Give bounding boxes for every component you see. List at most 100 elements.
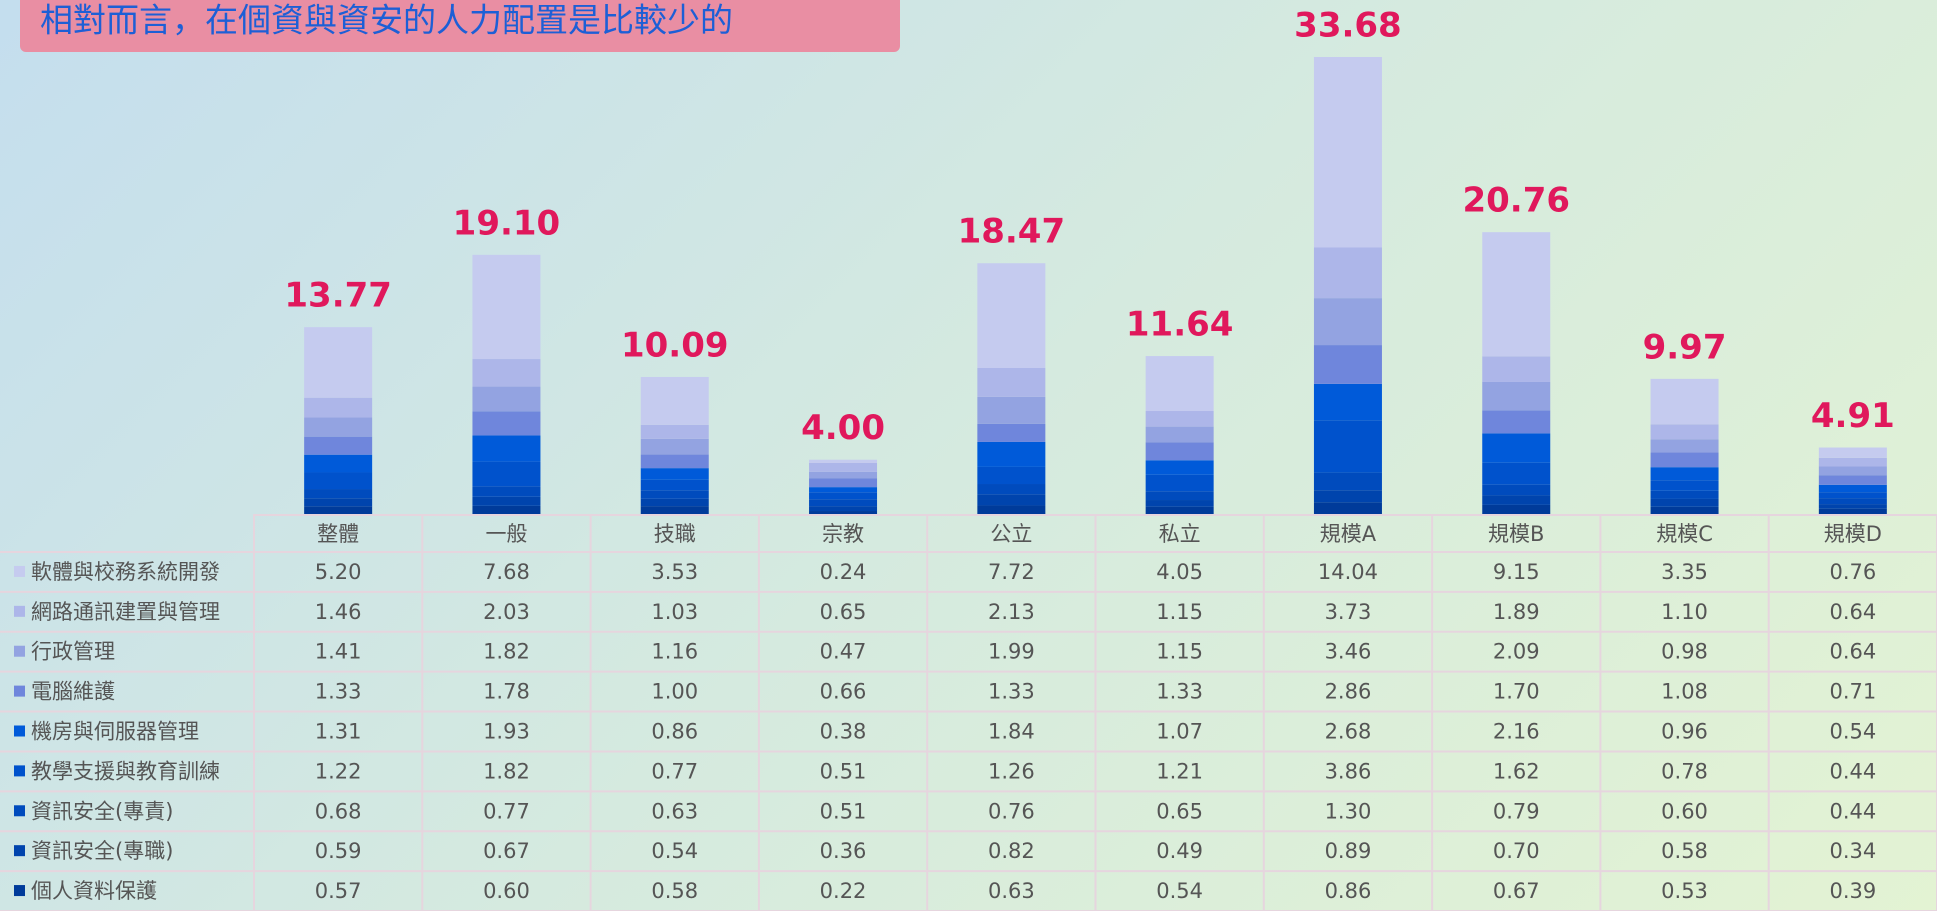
bar-segment (472, 386, 541, 412)
table-cell: 0.34 (1829, 839, 1876, 863)
total-label: 13.77 (284, 276, 392, 316)
table-cell: 2.68 (1325, 720, 1372, 744)
bar-segment (1313, 298, 1382, 346)
bar-segment (977, 263, 1046, 368)
table-cell: 0.39 (1829, 879, 1876, 903)
category-label: 規模B (1488, 522, 1544, 546)
table-cell: 1.62 (1493, 759, 1540, 783)
bar-segment (1313, 490, 1382, 503)
table-cell: 0.38 (820, 720, 867, 744)
bar-segment (1145, 491, 1214, 501)
table-cell: 1.70 (1493, 680, 1540, 704)
table-cell: 0.98 (1661, 640, 1708, 664)
bar-segment (1650, 424, 1719, 440)
bar-segment (472, 486, 541, 497)
bar-segment (1313, 472, 1382, 491)
bar-segment (977, 494, 1046, 506)
table-cell: 2.16 (1493, 720, 1540, 744)
table-cell: 0.51 (820, 759, 867, 783)
total-label: 11.64 (1126, 305, 1234, 345)
table-cell: 0.86 (651, 720, 698, 744)
legend-swatch (14, 885, 25, 897)
table-cell: 0.58 (651, 879, 698, 903)
table-cell: 0.67 (1493, 879, 1540, 903)
chart-title: 相對而言，在個資與資安的人力配置是比較少的 (40, 1, 733, 40)
bar-segment (1818, 492, 1887, 499)
table-cell: 0.76 (988, 799, 1035, 823)
table-cell: 1.30 (1325, 799, 1372, 823)
legend-swatch (14, 605, 25, 617)
bar-segment (1145, 426, 1214, 443)
legend-swatch (14, 845, 25, 857)
bar-segment (1482, 410, 1551, 434)
bar-segment (304, 489, 373, 499)
legend-swatch (14, 645, 25, 657)
category-label: 規模A (1320, 522, 1377, 546)
table-cell: 0.79 (1493, 799, 1540, 823)
bar-segment (1482, 484, 1551, 496)
bar-segment (304, 472, 373, 490)
legend-label: 軟體與校務系統開發 (31, 560, 220, 584)
bar-segment (1482, 495, 1551, 505)
legend-label: 機房與伺服器管理 (31, 720, 199, 744)
table-cell: 0.89 (1325, 839, 1372, 863)
table-cell: 0.86 (1325, 879, 1372, 903)
category-label: 整體 (317, 522, 359, 546)
bar-segment (1818, 504, 1887, 509)
bar-segment (304, 498, 373, 507)
table-cell: 1.21 (1156, 759, 1203, 783)
table-cell: 0.76 (1829, 560, 1876, 584)
table-cell: 1.10 (1661, 600, 1708, 624)
bar-segment (1650, 480, 1719, 491)
table-cell: 0.77 (651, 759, 698, 783)
bar-segment (472, 359, 541, 387)
bar-segment (809, 459, 878, 463)
bar-segment (640, 506, 709, 514)
table-cell: 0.24 (820, 560, 867, 584)
table-cell: 0.57 (315, 879, 362, 903)
bar-segment (1650, 498, 1719, 507)
category-label: 私立 (1159, 522, 1201, 546)
table-cell: 2.13 (988, 600, 1035, 624)
title-box (20, 0, 900, 52)
bar-segment (977, 484, 1046, 495)
bar-segment (1818, 508, 1887, 514)
bar-segment (472, 496, 541, 506)
bar-segment (472, 254, 541, 360)
bar-segment (1818, 457, 1887, 467)
table-cell: 1.03 (651, 600, 698, 624)
table-cell: 4.05 (1156, 560, 1203, 584)
bar-segment (809, 471, 878, 479)
table-cell: 0.60 (1661, 799, 1708, 823)
table-cell: 1.82 (483, 640, 530, 664)
table-cell: 1.31 (315, 720, 362, 744)
bar-segment (1650, 439, 1719, 453)
bar-segment (1145, 411, 1214, 427)
bar-segment (1482, 504, 1551, 514)
table-cell: 2.03 (483, 600, 530, 624)
table-cell: 1.07 (1156, 720, 1203, 744)
bar-segment (1818, 475, 1887, 485)
table-cell: 1.15 (1156, 600, 1203, 624)
table-cell: 1.78 (483, 680, 530, 704)
bar-segment (809, 506, 878, 512)
total-label: 19.10 (453, 203, 561, 243)
table-cell: 0.59 (315, 839, 362, 863)
table-cell: 1.26 (988, 759, 1035, 783)
category-label: 規模C (1656, 522, 1713, 546)
table-cell: 0.54 (651, 839, 698, 863)
legend-swatch (14, 725, 25, 737)
total-label: 10.09 (621, 325, 729, 365)
bar-segment (304, 454, 373, 473)
table-cell: 0.22 (820, 879, 867, 903)
table-cell: 5.20 (315, 560, 362, 584)
table-cell: 0.44 (1829, 759, 1876, 783)
bar-segment (304, 397, 373, 418)
bar-segment (304, 327, 373, 398)
legend-label: 網路通訊建置與管理 (31, 600, 220, 624)
legend-label: 個人資料保護 (31, 879, 157, 903)
bar-segment (640, 498, 709, 507)
table-cell: 7.72 (988, 560, 1035, 584)
bar-segment (1650, 452, 1719, 468)
